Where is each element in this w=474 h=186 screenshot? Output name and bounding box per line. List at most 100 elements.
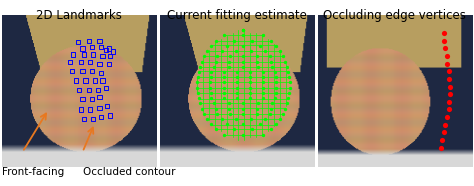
Point	[88, 45, 96, 48]
Point	[239, 112, 247, 115]
Point	[233, 70, 241, 73]
Point	[213, 55, 221, 58]
Point	[207, 86, 214, 89]
Point	[279, 55, 287, 58]
Point	[442, 123, 449, 126]
Point	[106, 114, 114, 117]
Text: Occluded contour: Occluded contour	[83, 167, 175, 177]
Point	[207, 123, 215, 126]
Point	[210, 65, 218, 68]
Point	[259, 34, 267, 37]
Point	[230, 128, 238, 131]
Point	[230, 39, 238, 42]
Point	[246, 81, 254, 84]
Point	[218, 49, 226, 52]
Point	[272, 76, 280, 79]
Point	[256, 123, 264, 126]
Point	[438, 138, 446, 141]
Text: Occluding edge vertices: Occluding edge vertices	[323, 9, 466, 22]
Point	[200, 112, 208, 115]
Point	[79, 97, 86, 100]
Point	[239, 123, 247, 126]
Point	[442, 47, 449, 50]
Point	[283, 65, 291, 68]
Point	[102, 49, 109, 52]
Point	[239, 65, 247, 68]
Point	[105, 62, 112, 65]
Point	[246, 86, 254, 89]
Point	[239, 29, 247, 32]
Point	[73, 79, 80, 82]
Point	[86, 61, 94, 64]
Point	[239, 60, 247, 63]
Point	[208, 97, 215, 100]
Point	[443, 54, 451, 57]
Point	[269, 65, 276, 68]
Point	[272, 91, 280, 94]
Point	[284, 70, 292, 73]
Point	[220, 133, 228, 136]
Point	[267, 128, 274, 131]
Point	[79, 47, 86, 50]
Point	[194, 76, 201, 79]
Point	[91, 79, 99, 82]
Point	[445, 70, 452, 73]
Point	[239, 133, 247, 136]
Point	[447, 93, 454, 96]
Point	[198, 107, 205, 110]
Point	[285, 76, 293, 79]
Point	[272, 123, 280, 126]
Point	[246, 91, 254, 94]
Point	[208, 70, 215, 73]
Point	[66, 61, 74, 64]
Point	[259, 91, 267, 94]
Point	[249, 39, 256, 42]
Point	[193, 86, 201, 89]
Point	[226, 107, 233, 110]
Point	[220, 86, 228, 89]
Point	[239, 107, 247, 110]
Point	[443, 62, 451, 65]
Point	[99, 54, 106, 57]
Point	[246, 76, 254, 79]
Point	[79, 70, 86, 73]
Point	[254, 102, 262, 105]
Point	[82, 79, 90, 82]
Point	[233, 76, 241, 79]
Point	[285, 91, 293, 94]
Point	[220, 81, 228, 84]
Point	[226, 60, 233, 63]
Point	[445, 100, 452, 103]
Point	[259, 133, 267, 136]
Point	[220, 76, 228, 79]
Point	[246, 70, 254, 73]
Point	[272, 70, 279, 73]
Point	[68, 70, 75, 73]
Point	[212, 128, 220, 131]
Point	[88, 70, 96, 73]
Point	[80, 53, 88, 56]
Point	[193, 81, 201, 84]
Point	[269, 102, 276, 105]
Point	[90, 53, 97, 56]
Point	[254, 60, 261, 63]
Point	[85, 39, 92, 42]
Point	[273, 86, 280, 89]
Point	[74, 41, 82, 44]
Point	[266, 112, 273, 115]
Text: Current fitting estimate: Current fitting estimate	[167, 9, 307, 22]
Point	[220, 70, 228, 73]
Point	[97, 71, 105, 74]
Text: 2D Landmarks: 2D Landmarks	[36, 9, 122, 22]
Point	[207, 44, 215, 47]
Point	[223, 44, 231, 47]
Point	[445, 77, 452, 80]
Point	[227, 112, 234, 115]
Point	[273, 81, 280, 84]
Point	[239, 29, 247, 32]
Point	[227, 55, 234, 58]
Point	[259, 86, 267, 89]
Point	[203, 49, 211, 52]
Point	[276, 118, 283, 121]
Point	[212, 39, 220, 42]
